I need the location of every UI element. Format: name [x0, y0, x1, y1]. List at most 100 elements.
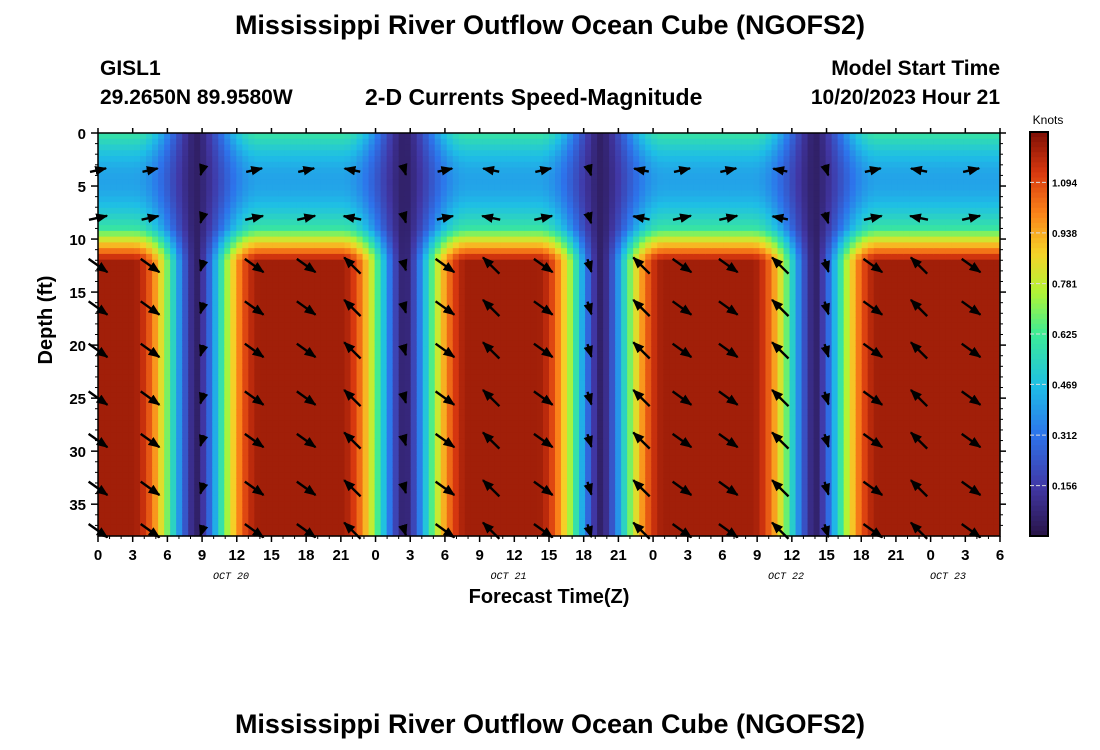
- heatmap-cell: [254, 455, 261, 462]
- heatmap-cell: [266, 322, 273, 330]
- heatmap-cell: [380, 173, 388, 180]
- chart-title: Mississippi River Outflow Ocean Cube (NG…: [234, 10, 866, 40]
- heatmap-cell: [518, 420, 526, 428]
- heatmap-cell: [404, 346, 412, 353]
- heatmap-cell: [248, 489, 255, 497]
- heatmap-cell: [386, 317, 394, 324]
- heatmap-cell: [200, 403, 207, 410]
- heatmap-cell: [176, 340, 183, 347]
- heatmap-cell: [320, 311, 328, 318]
- heatmap-cell: [386, 432, 394, 439]
- heatmap-cell: [164, 530, 171, 537]
- heatmap-cell: [386, 179, 394, 186]
- heatmap-cell: [404, 259, 412, 267]
- heatmap-cell: [146, 449, 153, 456]
- heatmap-cell: [356, 346, 364, 353]
- heatmap-cell: [284, 184, 292, 192]
- heatmap-cell: [266, 478, 273, 485]
- heatmap-cell: [476, 248, 484, 255]
- heatmap-cell: [470, 265, 478, 272]
- heatmap-cell: [290, 265, 298, 272]
- heatmap-cell: [212, 288, 219, 295]
- heatmap-cell: [254, 225, 261, 232]
- heatmap-cell: [410, 466, 418, 474]
- heatmap-cell: [212, 161, 219, 169]
- heatmap-cell: [182, 466, 189, 474]
- heatmap-cell: [320, 472, 328, 480]
- heatmap-cell: [176, 420, 183, 428]
- heatmap-cell: [350, 420, 358, 428]
- heatmap-cell: [272, 351, 279, 359]
- heatmap-cell: [284, 484, 292, 491]
- heatmap-cell: [500, 248, 508, 255]
- heatmap-cell: [230, 397, 237, 405]
- heatmap-cell: [290, 311, 298, 318]
- heatmap-cell: [128, 190, 135, 197]
- heatmap-cell: [236, 253, 243, 261]
- heatmap-cell: [344, 322, 352, 330]
- heatmap-cell: [314, 472, 322, 480]
- heatmap-cell: [512, 305, 520, 313]
- heatmap-cell: [440, 495, 448, 503]
- heatmap-cell: [350, 207, 358, 215]
- heatmap-cell: [104, 357, 111, 364]
- heatmap-cell: [182, 294, 189, 301]
- heatmap-cell: [368, 489, 376, 497]
- heatmap-cell: [284, 259, 292, 267]
- heatmap-cell: [260, 144, 267, 151]
- heatmap-cell: [440, 322, 448, 330]
- heatmap-cell: [146, 415, 153, 422]
- heatmap-cell: [98, 276, 105, 284]
- heatmap-cell: [176, 236, 183, 243]
- heatmap-cell: [386, 374, 394, 382]
- heatmap-cell: [272, 478, 279, 485]
- heatmap-cell: [176, 311, 183, 318]
- heatmap-cell: [266, 403, 273, 410]
- heatmap-cell: [470, 403, 478, 410]
- heatmap-cell: [110, 484, 117, 491]
- heatmap-cell: [212, 415, 219, 422]
- heatmap-cell: [494, 213, 502, 220]
- heatmap-cell: [440, 230, 448, 238]
- heatmap-cell: [416, 259, 424, 267]
- heatmap-cell: [128, 369, 135, 376]
- heatmap-cell: [368, 518, 376, 526]
- heatmap-cell: [230, 282, 237, 290]
- heatmap-cell: [464, 133, 472, 140]
- heatmap-cell: [326, 397, 334, 405]
- heatmap-cell: [260, 196, 267, 203]
- heatmap-cell: [470, 392, 478, 399]
- heatmap-cell: [146, 380, 153, 387]
- heatmap-cell: [176, 213, 183, 220]
- heatmap-cell: [428, 374, 436, 382]
- heatmap-cell: [488, 340, 496, 347]
- heatmap-cell: [170, 259, 177, 267]
- heatmap-cell: [446, 472, 454, 480]
- heatmap-cell: [230, 478, 237, 485]
- heatmap-cell: [374, 524, 382, 531]
- heatmap-cell: [440, 288, 448, 295]
- heatmap-cell: [446, 518, 454, 526]
- heatmap-cell: [236, 466, 243, 474]
- heatmap-cell: [422, 512, 430, 520]
- heatmap-cell: [182, 196, 189, 203]
- heatmap-cell: [314, 415, 322, 422]
- heatmap-cell: [434, 190, 442, 197]
- heatmap-cell: [410, 392, 418, 399]
- heatmap-cell: [500, 167, 508, 174]
- heatmap-cell: [122, 461, 129, 468]
- heatmap-cell: [284, 161, 292, 169]
- heatmap-cell: [146, 271, 153, 278]
- heatmap-cell: [236, 426, 243, 433]
- heatmap-cell: [422, 190, 430, 197]
- heatmap-cell: [194, 161, 201, 169]
- heatmap-cell: [362, 432, 370, 439]
- heatmap-cell: [218, 397, 225, 405]
- heatmap-cell: [284, 501, 292, 508]
- heatmap-cell: [188, 271, 195, 278]
- heatmap-cell: [158, 230, 165, 238]
- heatmap-cell: [272, 288, 279, 295]
- heatmap-cell: [404, 357, 412, 364]
- heatmap-cell: [308, 253, 316, 261]
- heatmap-cell: [434, 455, 442, 462]
